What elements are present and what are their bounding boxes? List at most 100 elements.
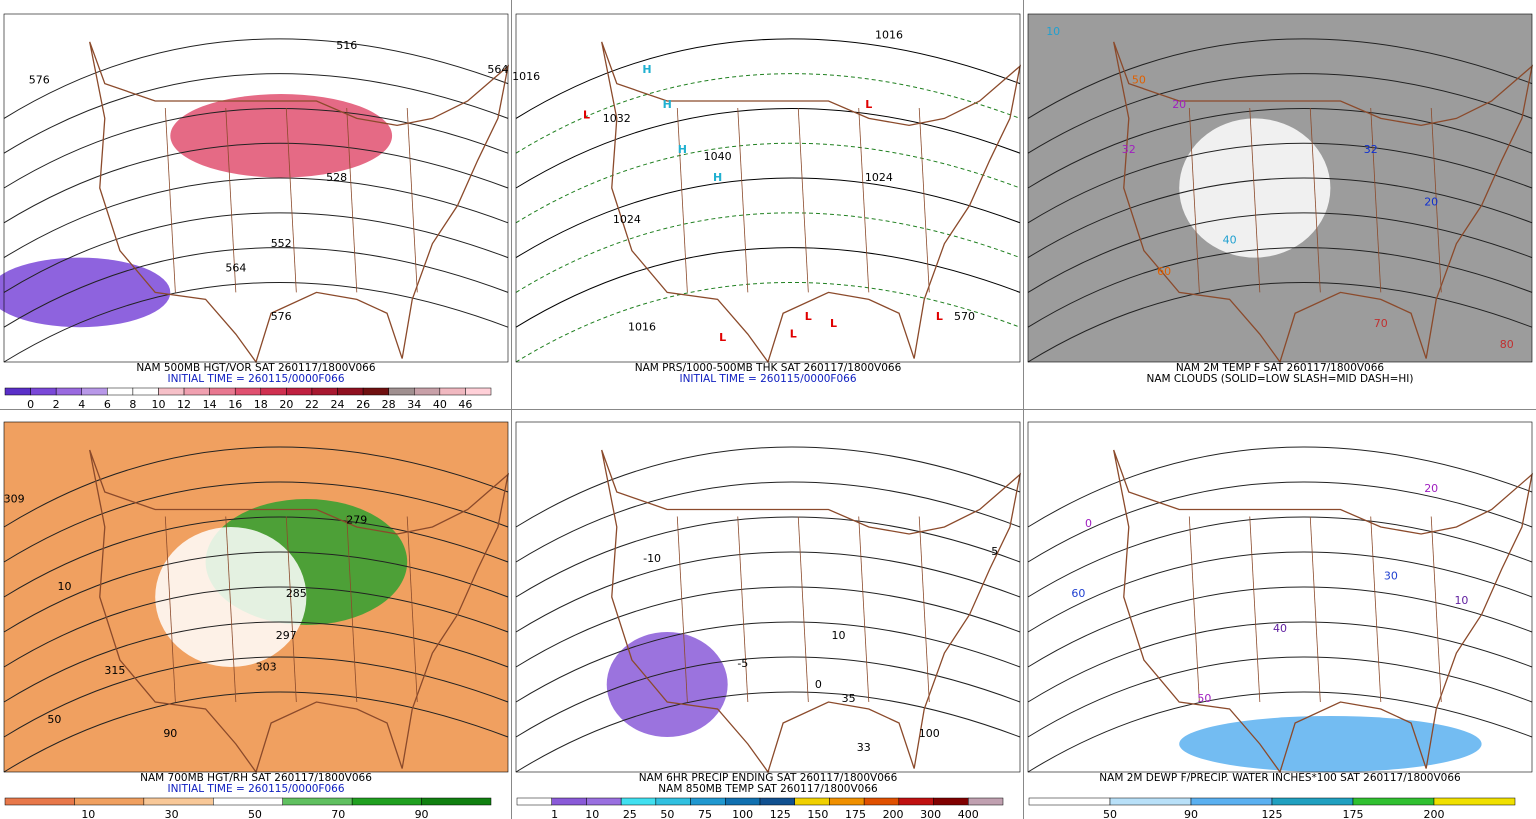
contour — [1027, 481, 1533, 563]
state-border — [676, 107, 688, 293]
colorbar-label: 10 — [585, 808, 599, 819]
colorbar-box — [282, 797, 353, 806]
map-frame — [1027, 13, 1533, 363]
state-border — [797, 516, 809, 703]
colorbar-box — [1109, 797, 1192, 806]
contour — [3, 446, 509, 528]
contour — [3, 691, 509, 773]
contour-label: 315 — [104, 664, 125, 677]
colorbar-label: 22 — [305, 398, 319, 411]
colorbar-box — [81, 387, 108, 396]
colorbar-label: 0 — [27, 398, 34, 411]
colorbar-label: 26 — [356, 398, 370, 411]
contour-label: 309 — [4, 493, 25, 506]
colorbar-box — [158, 387, 185, 396]
field-shading — [1179, 716, 1482, 772]
us-outline — [89, 41, 509, 364]
contour — [3, 142, 509, 224]
state-border — [285, 516, 297, 703]
colorbar-box — [655, 797, 691, 806]
contour-label: 1016 — [628, 321, 656, 334]
colorbar-box — [933, 797, 969, 806]
colorbar-box — [107, 387, 134, 396]
colorbar-label: 50 — [248, 808, 262, 819]
colorbar-label: 34 — [407, 398, 421, 411]
contour — [1027, 551, 1533, 633]
map-background — [516, 14, 1020, 362]
state-border — [1309, 107, 1321, 293]
contour — [515, 142, 1021, 224]
colorbar-box — [260, 387, 287, 396]
contour-label: 40 — [1223, 234, 1237, 247]
colorbar-box — [234, 387, 262, 396]
map-frame — [3, 13, 509, 363]
state-border — [797, 107, 809, 293]
colorbar-label: 1 — [551, 808, 558, 819]
colorbar-box — [414, 387, 441, 396]
colorbar-label: 10 — [151, 398, 165, 411]
contour — [3, 281, 509, 363]
contour — [515, 551, 1021, 633]
contour-label: 5 — [991, 545, 998, 558]
contour-label: 0 — [815, 678, 822, 691]
state-border — [1188, 516, 1200, 703]
contour — [3, 38, 509, 119]
colorbar-label: 90 — [415, 808, 429, 819]
state-border — [858, 516, 870, 703]
us-outline — [89, 449, 509, 774]
contour — [515, 107, 1021, 189]
state-border — [285, 107, 297, 293]
contour-label: 80 — [1500, 338, 1514, 351]
colorbar-box — [388, 387, 415, 396]
state-border — [406, 107, 418, 293]
colorbar-label: 300 — [920, 808, 941, 819]
contour-label: 60 — [1071, 587, 1085, 600]
contour-label: 279 — [346, 514, 367, 527]
contour-label: 50 — [1197, 692, 1211, 705]
map-background — [1028, 422, 1532, 772]
contour — [515, 38, 1021, 119]
state-border — [1370, 107, 1382, 293]
contour — [3, 516, 509, 598]
contour — [515, 446, 1021, 528]
pressure-center: H — [663, 98, 672, 111]
contour — [515, 177, 1021, 259]
us-outline — [601, 41, 1021, 364]
pressure-center: H — [713, 171, 722, 184]
contour — [1027, 212, 1533, 293]
contour — [1027, 691, 1533, 773]
colorbar-box — [183, 387, 210, 396]
contour-label: 20 — [1424, 482, 1438, 495]
colorbar-label: 125 — [770, 808, 791, 819]
state-border — [1430, 516, 1442, 703]
contour-label: 303 — [256, 661, 277, 674]
contour-label: 528 — [326, 171, 347, 184]
contour-label: 576 — [271, 310, 292, 323]
colorbar-label: 8 — [129, 398, 136, 411]
contour-label: 20 — [1424, 195, 1438, 208]
pressure-center: L — [790, 328, 797, 341]
pressure-center: L — [583, 108, 590, 121]
contour — [1027, 621, 1533, 703]
contour-label: 516 — [336, 39, 357, 52]
state-border — [676, 516, 688, 703]
colorbar-label: 20 — [279, 398, 293, 411]
state-border — [346, 107, 358, 293]
state-border — [858, 107, 870, 293]
contour-label: 32 — [1122, 143, 1136, 156]
colorbar-label: 16 — [228, 398, 242, 411]
state-border — [1370, 516, 1382, 703]
contour-label: 32 — [1364, 143, 1378, 156]
state-border — [225, 107, 237, 293]
contour-label: 1040 — [704, 150, 732, 163]
contour — [1027, 73, 1533, 154]
colorbar-label: 125 — [1262, 808, 1283, 819]
colorbar-label: 200 — [883, 808, 904, 819]
colorbar-box — [30, 387, 57, 396]
pressure-center: H — [678, 143, 687, 156]
pressure-center: H — [642, 63, 651, 76]
colorbar-label: 400 — [958, 808, 979, 819]
colorbar-label: 90 — [1184, 808, 1198, 819]
state-border — [918, 516, 930, 703]
contour — [515, 481, 1021, 563]
